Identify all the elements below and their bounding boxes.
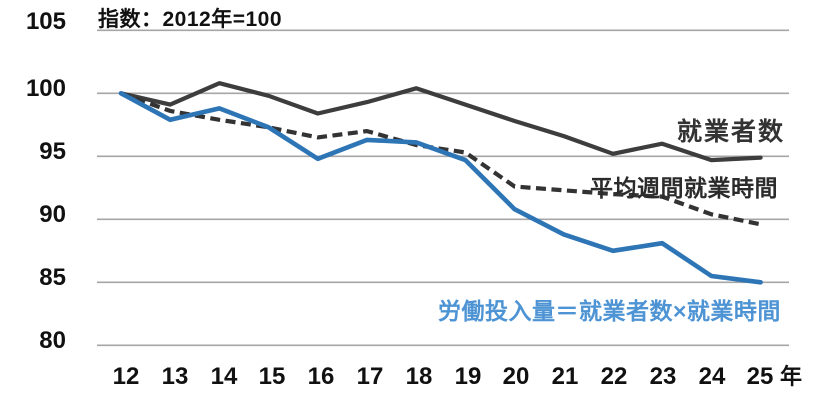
series-label-avg-weekly-hours: 平均週間就業時間 — [590, 175, 778, 201]
series-line-2 — [120, 91, 762, 227]
x-tick-19: 19 — [454, 363, 482, 390]
y-tick-105: 105 — [25, 8, 66, 35]
x-tick-25: 25 — [746, 363, 774, 390]
y-tick-80: 80 — [39, 327, 66, 354]
x-axis-unit-label: 年 — [780, 364, 803, 389]
x-tick-24: 24 — [698, 363, 726, 390]
x-tick-12: 12 — [112, 363, 140, 390]
x-tick-13: 13 — [161, 363, 189, 390]
x-tick-17: 17 — [356, 363, 384, 390]
x-tick-16: 16 — [307, 363, 335, 390]
x-tick-14: 14 — [210, 363, 238, 390]
series-line-1 — [118, 81, 763, 163]
series-line-3 — [118, 91, 763, 285]
x-tick-18: 18 — [405, 363, 433, 390]
x-tick-22: 22 — [600, 363, 628, 390]
y-tick-85: 85 — [39, 264, 66, 291]
x-tick-23: 23 — [649, 363, 677, 390]
y-tick-95: 95 — [39, 138, 66, 165]
chart-title: 指数：2012年=100 — [98, 8, 283, 31]
y-tick-100: 100 — [25, 75, 66, 102]
series-label-employed-persons: 就業者数 — [677, 118, 786, 146]
y-tick-90: 90 — [39, 201, 66, 228]
x-tick-20: 20 — [502, 363, 530, 390]
x-tick-21: 21 — [551, 363, 579, 390]
x-tick-15: 15 — [258, 363, 286, 390]
series-label-labor-input: 労働投入量＝就業者数×就業時間 — [438, 298, 781, 324]
